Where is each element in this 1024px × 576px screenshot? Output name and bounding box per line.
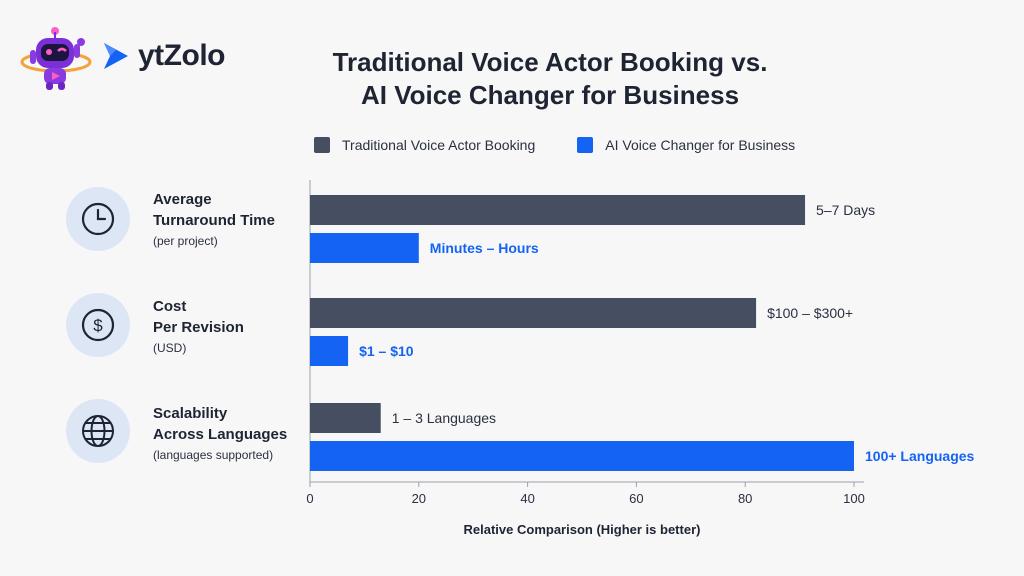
chart-title-line-2: AI Voice Changer for Business: [360, 80, 740, 110]
legend-swatch-traditional: [314, 137, 330, 153]
legend-item-ai: AI Voice Changer for Business: [577, 137, 795, 153]
legend-label-traditional: Traditional Voice Actor Booking: [342, 137, 536, 153]
play-logo-icon: [104, 43, 128, 69]
bar-traditional: [310, 403, 381, 433]
data-label: 100+ Languages: [865, 448, 975, 464]
svg-text:$: $: [93, 316, 103, 335]
category-title-line-2: Across Languages: [153, 426, 288, 443]
robot-mascot-icon: [20, 27, 92, 90]
legend-item-traditional: Traditional Voice Actor Booking: [314, 137, 535, 153]
category-scalability: Scalability Across Languages (languages …: [153, 403, 303, 464]
data-label: 5–7 Days: [816, 202, 875, 218]
chart-title: Traditional Voice Actor Booking vs. AI V…: [250, 46, 850, 112]
category-title-line-1: Cost: [153, 298, 187, 315]
x-tick-label: 40: [520, 491, 534, 506]
legend-swatch-ai: [577, 137, 594, 153]
x-axis-label: Relative Comparison (Higher is better): [463, 522, 701, 537]
globe-icon-circle: [66, 399, 130, 463]
category-title-line-1: Scalability: [153, 405, 228, 422]
dollar-icon-circle: $: [66, 293, 130, 357]
brand: ytZolo: [100, 39, 226, 73]
category-subtitle: (USD): [153, 341, 187, 355]
category-title-line-2: Per Revision: [153, 319, 244, 336]
data-label: $1 – $10: [359, 343, 414, 359]
category-subtitle: (languages supported): [153, 448, 274, 462]
category-title-line-1: Average: [153, 191, 212, 208]
x-tick-label: 0: [306, 491, 313, 506]
bar-traditional: [310, 195, 806, 225]
category-cost: Cost Per Revision (USD): [153, 296, 303, 357]
chart-title-line-1: Traditional Voice Actor Booking vs.: [332, 47, 768, 77]
data-label: Minutes – Hours: [430, 240, 539, 256]
bar-ai: [310, 336, 349, 366]
brand-name: ytZolo: [138, 39, 226, 72]
dollar-icon: $: [81, 308, 115, 342]
category-title-line-2: Turnaround Time: [153, 212, 275, 229]
category-turnaround: Average Turnaround Time (per project): [153, 189, 303, 250]
x-tick-label: 60: [629, 491, 643, 506]
category-subtitle: (per project): [153, 234, 218, 248]
globe-icon: [82, 415, 114, 447]
logo: ytZolo: [18, 18, 226, 94]
x-tick-label: 20: [412, 491, 426, 506]
legend: Traditional Voice Actor Booking AI Voice…: [314, 137, 837, 153]
data-label: $100 – $300+: [767, 305, 853, 321]
bar-ai: [310, 233, 419, 263]
bar-ai: [310, 441, 854, 471]
x-tick-label: 100: [843, 491, 865, 506]
x-tick-label: 80: [738, 491, 752, 506]
legend-label-ai: AI Voice Changer for Business: [605, 137, 796, 153]
data-label: 1 – 3 Languages: [392, 410, 496, 426]
clock-icon: [81, 202, 115, 236]
bar-traditional: [310, 298, 757, 328]
clock-icon-circle: [66, 187, 130, 251]
